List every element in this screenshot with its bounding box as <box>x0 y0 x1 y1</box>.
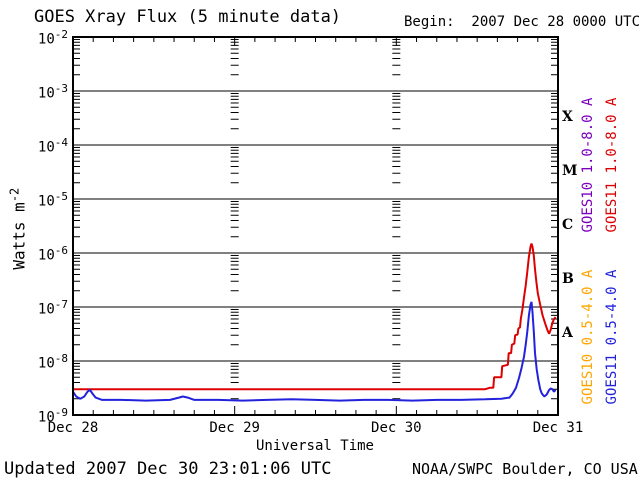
updated-timestamp: Updated 2007 Dec 30 23:01:06 UTC <box>4 459 332 479</box>
x-tick-label: Dec 31 <box>532 420 584 436</box>
x-tick-label: Dec 29 <box>209 420 260 436</box>
source-credit: NOAA/SWPC Boulder, CO USA <box>412 460 638 478</box>
y-tick-label: 10-8 <box>37 352 68 372</box>
trace-goes11-1-0-8-0-a <box>73 243 557 391</box>
series-legend-label: GOES11 0.5-4.0 A <box>604 269 620 405</box>
y-tick-label: 10-6 <box>37 244 68 264</box>
series-legend-label: GOES10 1.0-8.0 A <box>580 97 596 233</box>
y-tick-label: 10-4 <box>37 136 68 156</box>
series-legend-label: GOES10 0.5-4.0 A <box>580 269 596 405</box>
flare-class-letter: M <box>562 163 578 179</box>
log-minor-ticks <box>73 38 558 400</box>
series-legend-label: GOES11 1.0-8.0 A <box>604 97 620 233</box>
y-tick-label: 10-3 <box>37 82 68 102</box>
time-ticks <box>92 37 539 415</box>
flare-class-letter: C <box>562 217 574 233</box>
y-tick-label: 10-5 <box>37 190 68 210</box>
x-axis-label: Universal Time <box>255 438 374 454</box>
x-tick-label: Dec 30 <box>371 420 422 436</box>
y-tick-label: 10-9 <box>37 406 68 426</box>
flare-class-letter: A <box>562 325 573 341</box>
y-tick-label: 10-2 <box>37 28 68 48</box>
decade-gridlines <box>73 90 558 362</box>
y-axis-label: Watts m-2 <box>7 149 28 309</box>
flare-class-letter: X <box>562 109 573 125</box>
plot-frame <box>72 36 559 416</box>
trace-goes11-0-5-4-0-a <box>72 301 557 402</box>
begin-timestamp: Begin: 2007 Dec 28 0000 UTC <box>404 14 640 30</box>
chart-title: GOES Xray Flux (5 minute data) <box>34 7 342 27</box>
x-tick-label: Dec 28 <box>47 420 99 436</box>
flare-class-letter: B <box>562 271 574 287</box>
y-tick-label: 10-7 <box>37 298 68 318</box>
